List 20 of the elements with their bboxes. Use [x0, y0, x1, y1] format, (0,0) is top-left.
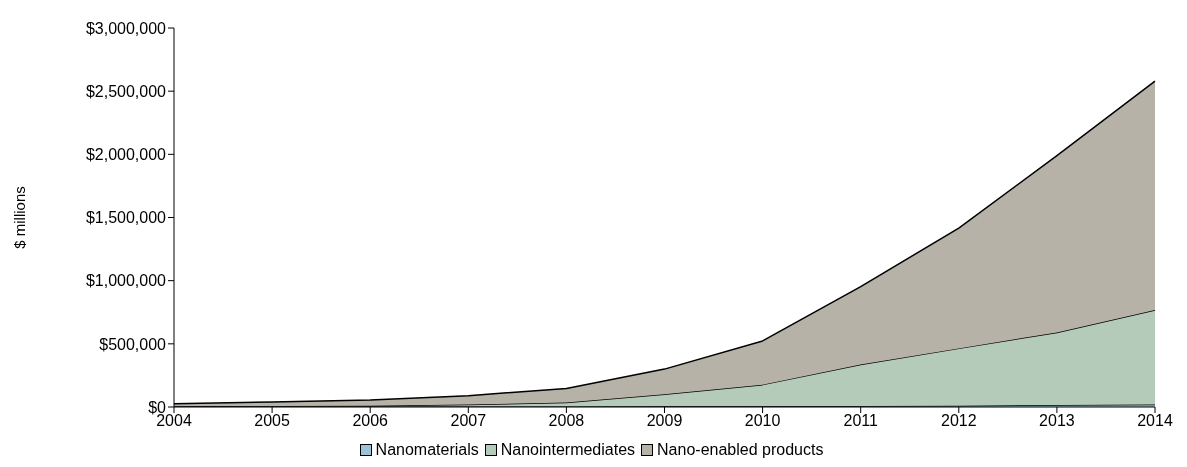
x-tick-label: 2012 [941, 412, 977, 430]
y-tick-label: $1,000,000 [85, 272, 167, 290]
x-tick-label: 2010 [744, 412, 781, 430]
x-tick-label: 2013 [1039, 412, 1075, 430]
x-tick-label: 2008 [548, 412, 585, 430]
y-tick-label: $1,500,000 [85, 209, 167, 227]
y-axis-title: $ millions [11, 186, 29, 249]
x-tick-label: 2005 [254, 412, 290, 430]
x-tick-label: 2011 [843, 412, 878, 430]
legend-label: Nanointermediates [500, 441, 636, 459]
x-tick-label: 2014 [1137, 412, 1173, 430]
y-tick-label: $2,000,000 [85, 146, 167, 164]
legend-label: Nanomaterials [375, 441, 479, 459]
x-tick-label: 2006 [352, 412, 389, 430]
x-tick-label: 2007 [450, 412, 487, 430]
y-tick-label: $500,000 [99, 335, 167, 353]
y-tick-label: $2,500,000 [85, 82, 167, 100]
x-tick-label: 2009 [646, 412, 683, 430]
y-tick-label: $3,000,000 [85, 19, 167, 37]
legend-label: Nano-enabled products [657, 441, 824, 459]
